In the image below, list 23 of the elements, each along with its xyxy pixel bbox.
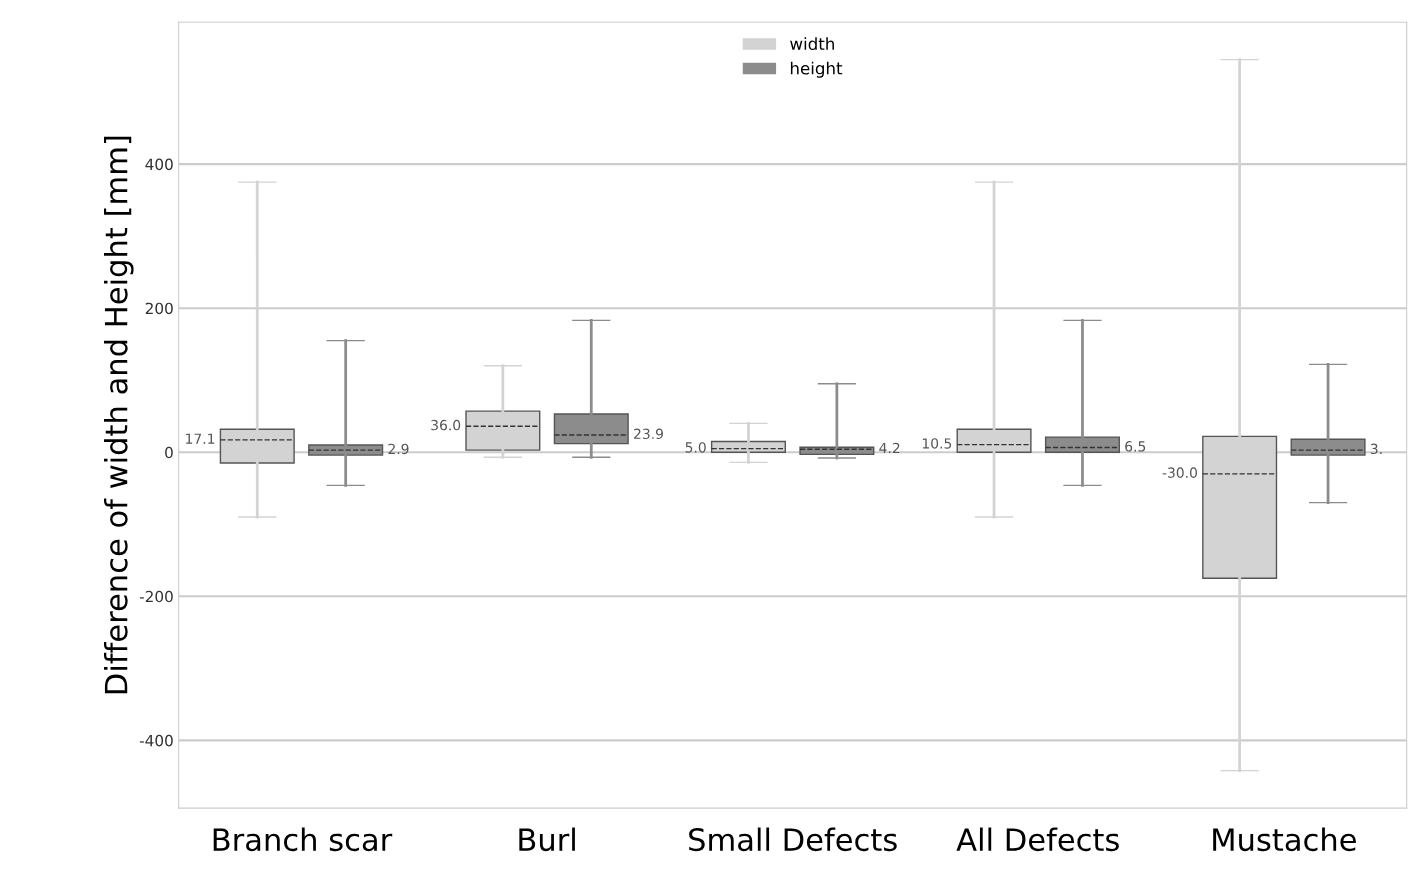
- x-tick-label: Mustache: [1213, 827, 1356, 852]
- y-tick-label: 200: [145, 302, 173, 315]
- y-tick-label: 0: [165, 446, 173, 459]
- y-tick-label: -200: [139, 590, 173, 603]
- annotation: -30.0: [1162, 467, 1197, 478]
- y-axis-title: Difference of width and Height [mm]: [104, 136, 134, 694]
- annotation: 17.1: [186, 433, 215, 444]
- y-tick-label: 400: [145, 158, 173, 171]
- annotation: 4.2: [879, 442, 900, 454]
- annotation: 2.9: [388, 443, 409, 455]
- x-tick-label: All Defects: [956, 827, 1119, 852]
- x-tick-label: Branch scar: [213, 827, 393, 852]
- annotation: 10.5: [922, 438, 952, 449]
- annotation: 23.9: [634, 428, 663, 440]
- annotation: 36.0: [431, 419, 461, 431]
- annotation: 6.5: [1125, 441, 1146, 452]
- x-tick-label: Burl: [519, 827, 575, 852]
- legend-label: height: [790, 61, 843, 78]
- y-tick-label: -400: [139, 734, 173, 747]
- legend-label: width: [790, 37, 834, 51]
- annotation: 5.0: [685, 442, 706, 453]
- annotation: 3.: [1370, 443, 1382, 455]
- x-tick-label: Small Defects: [689, 827, 897, 852]
